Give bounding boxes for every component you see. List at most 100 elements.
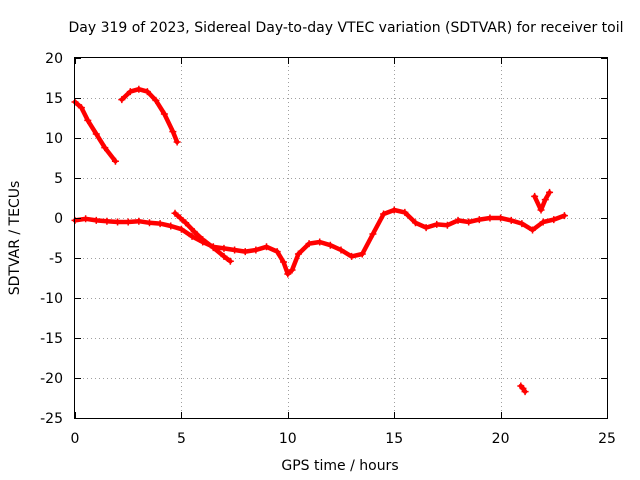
data-point [190, 228, 198, 236]
data-point [111, 157, 119, 165]
data-point [411, 219, 419, 227]
series-line [172, 210, 233, 264]
y-tick-label: 10 [45, 131, 63, 147]
data-point [77, 104, 85, 112]
data-point [145, 219, 153, 227]
data-point [348, 252, 356, 260]
x-tick-label: 0 [71, 431, 80, 447]
data-point [337, 246, 345, 254]
series-arc-3 [71, 206, 568, 278]
series-arc-6 [517, 382, 529, 396]
x-axis: 0 5 10 15 20 25 [71, 58, 616, 447]
data-point [199, 236, 207, 244]
data-point [443, 221, 451, 229]
chart-title: Day 319 of 2023, Sidereal Day-to-day VTE… [68, 20, 623, 36]
data-point [521, 388, 529, 396]
y-tick-label: -10 [40, 291, 63, 307]
data-point [263, 243, 271, 251]
series-arc-4 [171, 209, 234, 265]
y-tick-label: -25 [40, 411, 63, 427]
data-point [241, 248, 249, 256]
series-arc-5 [531, 188, 554, 214]
y-tick-label: 5 [54, 171, 63, 187]
y-tick-label: 20 [45, 51, 63, 67]
data-point [326, 241, 334, 249]
data-point [390, 206, 398, 214]
data-point [273, 248, 281, 256]
data-point [103, 217, 111, 225]
data-point [560, 212, 568, 220]
data-point [156, 220, 164, 228]
data-series [71, 85, 568, 396]
data-point [101, 144, 109, 152]
data-point [167, 222, 175, 230]
data-point [369, 230, 377, 238]
data-point [401, 208, 409, 216]
data-point [171, 209, 179, 217]
data-point [124, 218, 132, 226]
data-point [92, 130, 100, 138]
data-point [126, 88, 134, 96]
data-point [284, 270, 292, 278]
data-point [529, 226, 537, 234]
data-point [541, 196, 549, 204]
series-line [72, 99, 118, 164]
data-point [152, 96, 160, 104]
plot-frame [74, 57, 608, 419]
data-point [316, 238, 324, 246]
data-point [539, 218, 547, 226]
data-point [507, 216, 515, 224]
data-point [550, 216, 558, 224]
series-line [119, 86, 180, 145]
data-point [118, 96, 126, 104]
data-point [546, 188, 554, 196]
y-axis-label: SDTVAR / TECUs [7, 181, 23, 296]
data-point [531, 192, 539, 200]
data-point [188, 232, 196, 240]
series-arc-1 [71, 98, 119, 165]
data-point [475, 216, 483, 224]
data-point [135, 217, 143, 225]
data-point [173, 138, 181, 146]
x-tick-label: 5 [177, 431, 186, 447]
y-axis: 20 15 10 5 0 -5 -10 -15 -20 -25 [40, 51, 607, 427]
y-tick-label: -20 [40, 371, 63, 387]
x-tick-label: 20 [492, 431, 510, 447]
data-point [160, 110, 168, 118]
data-point [433, 220, 441, 228]
data-point [182, 219, 190, 227]
data-point [358, 250, 366, 258]
data-point [422, 224, 430, 232]
x-tick-label: 25 [598, 431, 616, 447]
data-point [226, 257, 234, 265]
x-tick-label: 15 [385, 431, 403, 447]
data-point [135, 85, 143, 93]
data-point [497, 214, 505, 222]
data-point [305, 240, 313, 248]
data-point [518, 220, 526, 228]
data-point [177, 225, 185, 233]
y-tick-label: 15 [45, 91, 63, 107]
data-point [92, 216, 100, 224]
data-point [220, 244, 228, 252]
data-point [454, 216, 462, 224]
data-point [465, 218, 473, 226]
data-point [209, 244, 217, 252]
y-tick-label: -5 [49, 251, 63, 267]
data-point [84, 116, 92, 124]
series-line [532, 190, 552, 213]
data-point [486, 214, 494, 222]
y-tick-label: -15 [40, 331, 63, 347]
data-point [169, 128, 177, 136]
x-tick-label: 10 [279, 431, 297, 447]
data-point [280, 258, 288, 266]
data-point [537, 206, 545, 214]
series-arc-2 [118, 85, 181, 146]
data-point [82, 215, 90, 223]
data-point [114, 218, 122, 226]
data-point [231, 246, 239, 254]
data-point [252, 246, 260, 254]
y-tick-label: 0 [54, 211, 63, 227]
data-point [176, 214, 184, 222]
